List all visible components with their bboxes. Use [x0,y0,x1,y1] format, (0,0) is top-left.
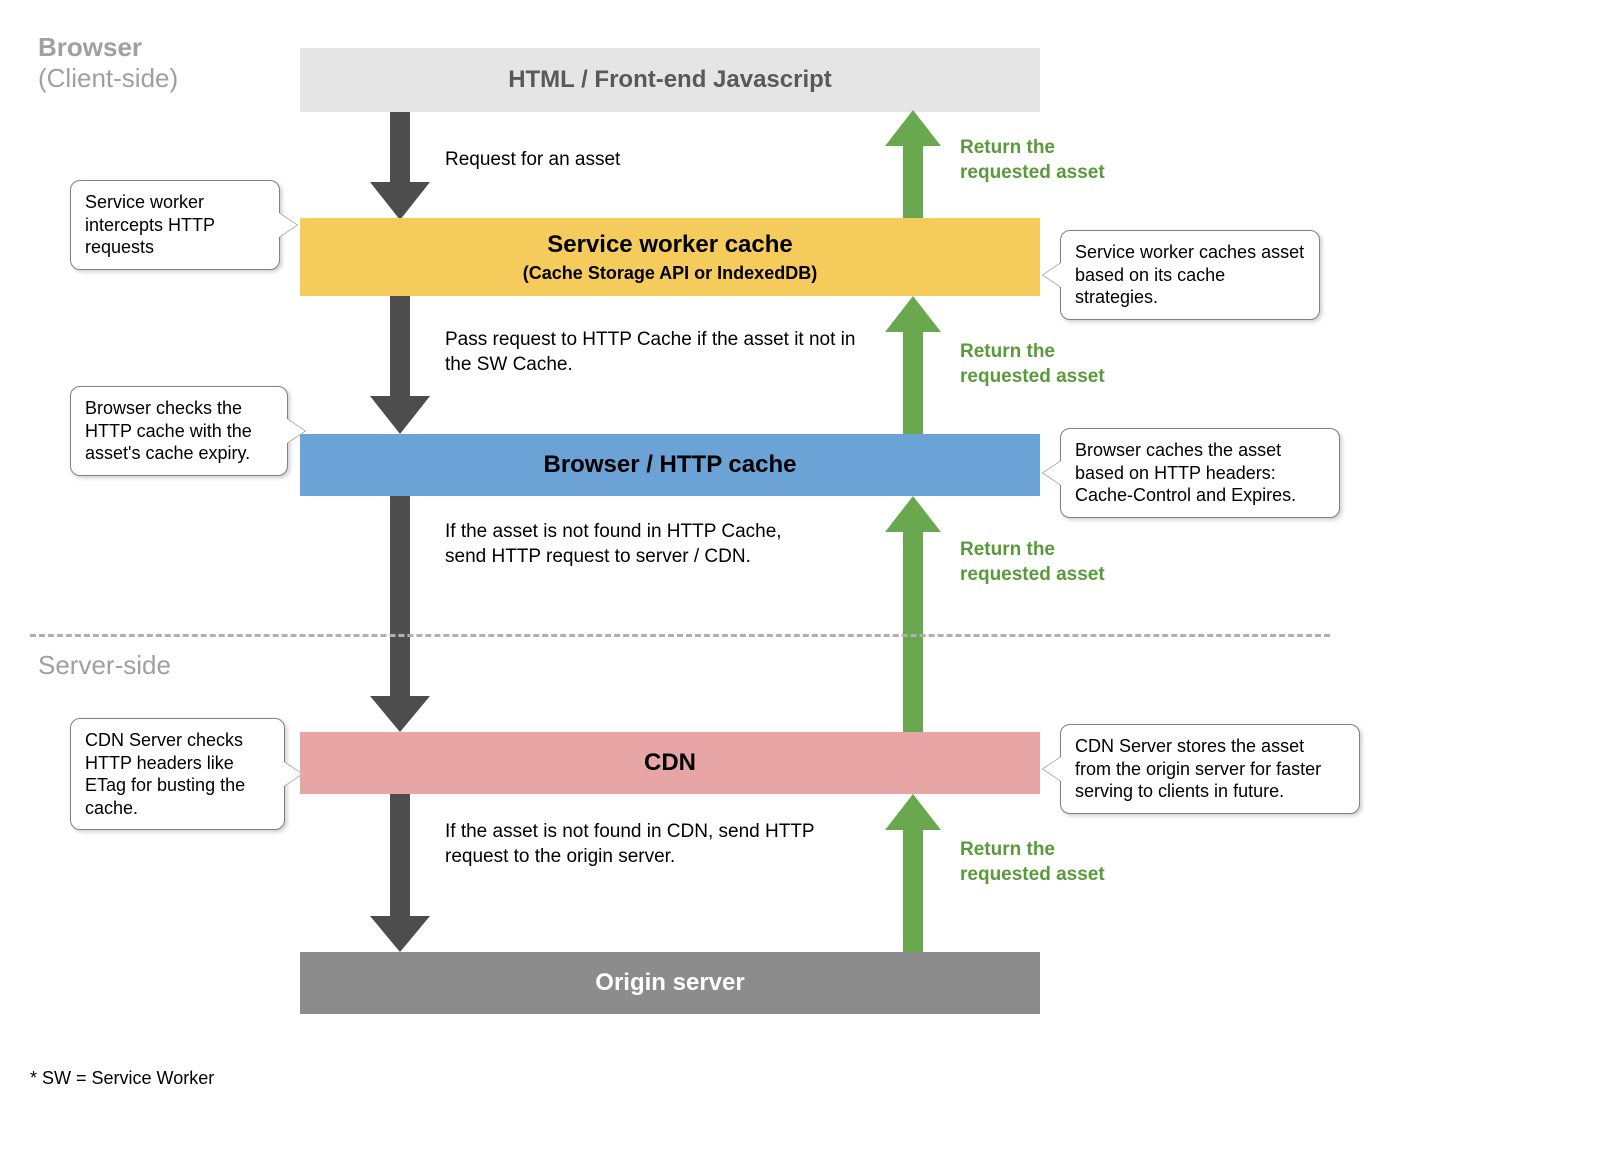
callout-browser-caches: Browser caches the asset based on HTTP h… [1060,428,1340,518]
layer-cdn: CDN [300,732,1040,794]
arrow-up-2 [885,296,941,434]
callout-sw-caches: Service worker caches asset based on its… [1060,230,1320,320]
arrow-up-1 [885,110,941,218]
return-text-1: Return the requested asset [960,136,1105,185]
arrow-down-4 [370,794,430,954]
flow-text-not-in-http: If the asset is not found in HTTP Cache,… [445,520,795,569]
browser-label-line1: Browser [38,32,142,62]
layer-cdn-title: CDN [644,749,696,777]
flow-text-request-asset: Request for an asset [445,148,745,173]
arrow-down-3 [370,496,430,734]
arrow-down-1 [370,112,430,222]
arrow-up-4 [885,794,941,952]
callout-cdn-stores: CDN Server stores the asset from the ori… [1060,724,1360,814]
dashed-separator [30,634,1330,637]
browser-label-line2: (Client-side) [38,63,178,93]
layer-frontend-title: HTML / Front-end Javascript [508,66,832,94]
callout-sw-intercept: Service worker intercepts HTTP requests [70,180,280,270]
arrow-down-2 [370,296,430,436]
layer-frontend: HTML / Front-end Javascript [300,48,1040,112]
footnote: * SW = Service Worker [30,1068,214,1089]
layer-sw-cache-title: Service worker cache [547,231,793,259]
diagram-container: Browser (Client-side) HTML / Front-end J… [30,30,1570,1140]
flow-text-pass-http: Pass request to HTTP Cache if the asset … [445,328,865,377]
layer-sw-cache: Service worker cache (Cache Storage API … [300,218,1040,296]
layer-http-cache-title: Browser / HTTP cache [544,451,797,479]
layer-http-cache: Browser / HTTP cache [300,434,1040,496]
server-section-label: Server-side [38,650,171,681]
browser-section-label: Browser (Client-side) [38,32,178,94]
callout-browser-checks: Browser checks the HTTP cache with the a… [70,386,288,476]
return-text-3: Return the requested asset [960,538,1105,587]
layer-sw-cache-subtitle: (Cache Storage API or IndexedDB) [523,263,817,284]
arrow-up-3 [885,496,941,732]
callout-cdn-checks: CDN Server checks HTTP headers like ETag… [70,718,285,830]
layer-origin: Origin server [300,952,1040,1014]
layer-origin-title: Origin server [595,969,744,997]
return-text-2: Return the requested asset [960,340,1105,389]
flow-text-not-in-cdn: If the asset is not found in CDN, send H… [445,820,845,869]
return-text-4: Return the requested asset [960,838,1105,887]
